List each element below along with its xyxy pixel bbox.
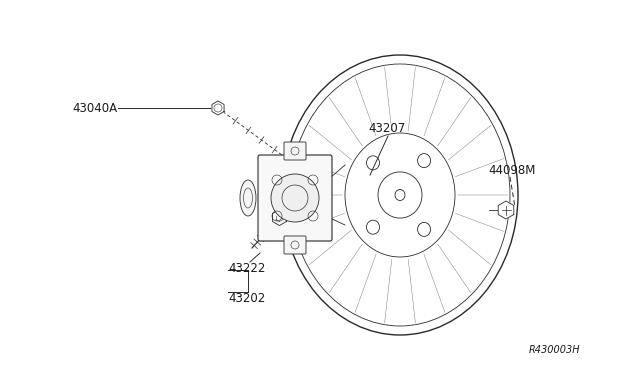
Text: 43207: 43207 xyxy=(368,122,405,135)
Polygon shape xyxy=(212,101,224,115)
FancyBboxPatch shape xyxy=(284,236,306,254)
Text: R430003H: R430003H xyxy=(529,345,580,355)
Text: 43222: 43222 xyxy=(228,262,266,275)
FancyBboxPatch shape xyxy=(258,155,332,241)
Text: 43202: 43202 xyxy=(228,292,265,305)
Text: 44098M: 44098M xyxy=(488,164,536,176)
Circle shape xyxy=(271,174,319,222)
FancyBboxPatch shape xyxy=(284,142,306,160)
Polygon shape xyxy=(498,201,514,219)
Text: 43040A: 43040A xyxy=(72,102,117,115)
Polygon shape xyxy=(273,209,286,225)
Ellipse shape xyxy=(240,180,256,216)
